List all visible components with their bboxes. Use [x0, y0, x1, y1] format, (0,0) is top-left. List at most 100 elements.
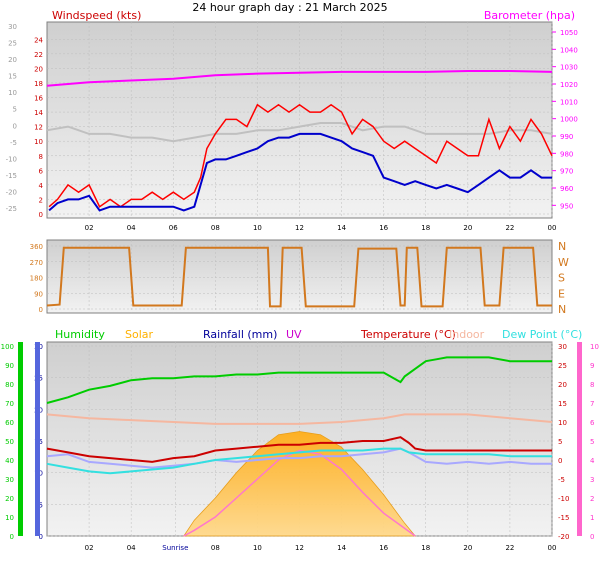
x-tick-label: 12 — [295, 224, 304, 232]
series-line-trend — [46, 122, 553, 143]
tick-label-uv: 4 — [590, 457, 595, 465]
tick-label-barometer: 1010 — [560, 98, 578, 106]
tick-label-humidity: 70 — [5, 400, 14, 408]
tick-label-humidity: 80 — [5, 381, 14, 389]
legend-label: Temperature (°C) — [360, 328, 456, 341]
tick-label-temperature: 5 — [558, 438, 562, 446]
x-tick-label: 06 — [169, 224, 178, 232]
tick-label-barometer: 960 — [560, 185, 573, 193]
legend-label: UV — [286, 328, 302, 341]
x-tick-label: 20 — [463, 224, 472, 232]
series-line-gust — [48, 103, 553, 208]
legend-label: Dew Point (°C) — [502, 328, 582, 341]
series-line-windchill — [46, 447, 552, 469]
tick-label-windspeed: 24 — [34, 36, 43, 44]
x-tick-label: 10 — [253, 544, 262, 552]
tick-label-windspeed: 6 — [39, 167, 44, 175]
legend-label: Indoor — [449, 328, 485, 341]
tick-label-trend: -5 — [10, 139, 17, 147]
tick-label-humidity: 100 — [1, 343, 14, 351]
tick-label-temperature: -20 — [558, 533, 569, 541]
series-line-humidity — [46, 356, 552, 404]
series-line-temperature-c- — [46, 436, 552, 463]
tick-label-windspeed: 2 — [39, 196, 43, 204]
tick-label-temperature: 15 — [558, 400, 567, 408]
tick-label-trend: 25 — [8, 40, 17, 48]
tick-label-temperature: 10 — [558, 419, 567, 427]
x-tick-label: Sunrise — [162, 544, 188, 552]
tick-label-trend: 5 — [13, 106, 17, 114]
tick-label-direction: 90 — [34, 290, 43, 298]
tick-label-trend: 0 — [13, 122, 17, 130]
x-tick-label: 04 — [127, 544, 136, 552]
tick-label-temperature: 20 — [558, 381, 567, 389]
tick-label-trend: 10 — [8, 89, 17, 97]
tick-label-uv: 9 — [590, 362, 594, 370]
series-line-barometer — [46, 70, 553, 87]
tick-label-humidity: 50 — [5, 438, 14, 446]
tick-label-windspeed: 20 — [34, 65, 43, 73]
tick-label-trend: 15 — [8, 73, 17, 81]
tick-label-windspeed: 18 — [34, 80, 43, 88]
tick-label-barometer: 990 — [560, 133, 573, 141]
tick-label-uv: 6 — [590, 419, 595, 427]
tick-label-rainfall: 0 — [39, 533, 43, 541]
tick-label-uv: 1 — [590, 514, 594, 522]
tick-label-trend: -20 — [6, 188, 17, 196]
series-area-solar — [183, 431, 417, 537]
tick-label-uv: 7 — [590, 400, 594, 408]
tick-label-rainfall: 5 — [39, 501, 43, 509]
uv-axis-bar — [577, 342, 582, 536]
wind-panel: 024681012141618202224-25-20-15-10-505101… — [6, 9, 578, 232]
x-tick-label: 08 — [211, 224, 220, 232]
tick-label-temperature: 30 — [558, 343, 567, 351]
tick-label-direction: 0 — [39, 306, 43, 314]
x-tick-label: 00 — [548, 224, 557, 232]
x-tick-label: 20 — [463, 544, 472, 552]
x-tick-label: 02 — [85, 224, 94, 232]
series-line-uv — [183, 449, 416, 537]
tick-label-trend: -25 — [6, 205, 17, 213]
page-title: 24 hour graph day : 21 March 2025 — [192, 1, 387, 14]
tick-label-barometer: 1020 — [560, 81, 578, 89]
compass-label: W — [558, 256, 569, 269]
tick-label-barometer: 1050 — [560, 29, 578, 37]
x-tick-label: 16 — [379, 544, 388, 552]
x-tick-label: 18 — [421, 224, 430, 232]
tick-label-humidity: 30 — [5, 476, 14, 484]
compass-label: E — [558, 287, 565, 300]
x-tick-label: 04 — [127, 224, 136, 232]
tick-label-uv: 5 — [590, 438, 594, 446]
tick-label-temperature: 25 — [558, 362, 567, 370]
tick-label-windspeed: 0 — [39, 211, 43, 219]
legend-label: Humidity — [55, 328, 105, 341]
tick-label-windspeed: 14 — [34, 109, 43, 117]
tick-label-trend: 30 — [8, 23, 17, 31]
tick-label-barometer: 1000 — [560, 116, 578, 124]
tick-label-trend: 20 — [8, 56, 17, 64]
tick-label-uv: 0 — [590, 533, 594, 541]
tick-label-temperature: -15 — [558, 514, 569, 522]
legend-label: Solar — [125, 328, 154, 341]
tick-label-barometer: 980 — [560, 150, 573, 158]
tick-label-uv: 3 — [590, 476, 594, 484]
x-tick-label: 00 — [548, 544, 557, 552]
tick-label-barometer: 1030 — [560, 64, 578, 72]
tick-label-direction: 180 — [30, 275, 43, 283]
legend-label: Rainfall (mm) — [203, 328, 277, 341]
tick-label-windspeed: 22 — [34, 51, 43, 59]
tick-label-humidity: 0 — [10, 533, 14, 541]
x-tick-label: 14 — [337, 544, 346, 552]
climate-panel: Humidity Solar Rainfall (mm) UV Temperature … — [1, 328, 599, 552]
x-tick-label: 02 — [85, 544, 94, 552]
tick-label-temperature: -10 — [558, 495, 569, 503]
x-tick-label: 14 — [337, 224, 346, 232]
rainfall-axis-bar — [35, 342, 40, 536]
tick-label-humidity: 10 — [5, 514, 14, 522]
x-tick-label: 22 — [505, 544, 514, 552]
series-line-direction — [46, 246, 552, 308]
tick-label-uv: 2 — [590, 495, 594, 503]
tick-label-windspeed: 16 — [34, 95, 43, 103]
series-line-dew-point-c- — [46, 447, 552, 475]
